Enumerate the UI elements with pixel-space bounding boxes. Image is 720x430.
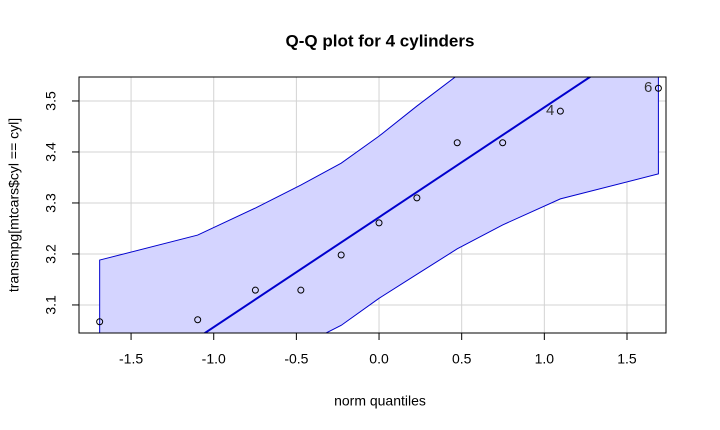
plot-frame <box>78 76 667 334</box>
x-tick-label: -1.5 <box>119 351 143 367</box>
x-axis-label: norm quantiles <box>334 393 426 409</box>
point <box>375 219 383 227</box>
y-tick-label: 3.3 <box>43 193 59 213</box>
point-id-label: 6 <box>644 79 652 96</box>
x-tick-label: 0.5 <box>452 351 472 367</box>
y-tick-label: 3.2 <box>43 244 59 264</box>
point <box>453 139 461 147</box>
point <box>337 251 345 259</box>
y-tick-label: 3.1 <box>43 295 59 315</box>
x-tick-label: 0.0 <box>369 351 389 367</box>
reference-line <box>203 77 592 333</box>
point <box>556 107 564 115</box>
y-tick-label: 3.4 <box>43 142 59 162</box>
point <box>413 194 421 202</box>
point <box>194 316 202 324</box>
chart-title: Q-Q plot for 4 cylinders <box>286 31 475 50</box>
x-tick-label: 1.0 <box>535 351 555 367</box>
x-tick-label: -0.5 <box>284 351 308 367</box>
x-tick-label: -1.0 <box>202 351 226 367</box>
point <box>96 318 104 326</box>
point <box>654 84 662 92</box>
point-id-label: 4 <box>546 102 554 119</box>
plot-area: 46 <box>79 77 666 333</box>
point <box>499 139 507 147</box>
x-tick-label: 1.5 <box>617 351 637 367</box>
y-tick-label: 3.5 <box>43 91 59 111</box>
point <box>251 286 259 294</box>
confidence-envelope <box>99 77 659 333</box>
y-axis-label: transmpg[mtcars$cyl == cyl] <box>6 118 22 292</box>
point <box>297 286 305 294</box>
